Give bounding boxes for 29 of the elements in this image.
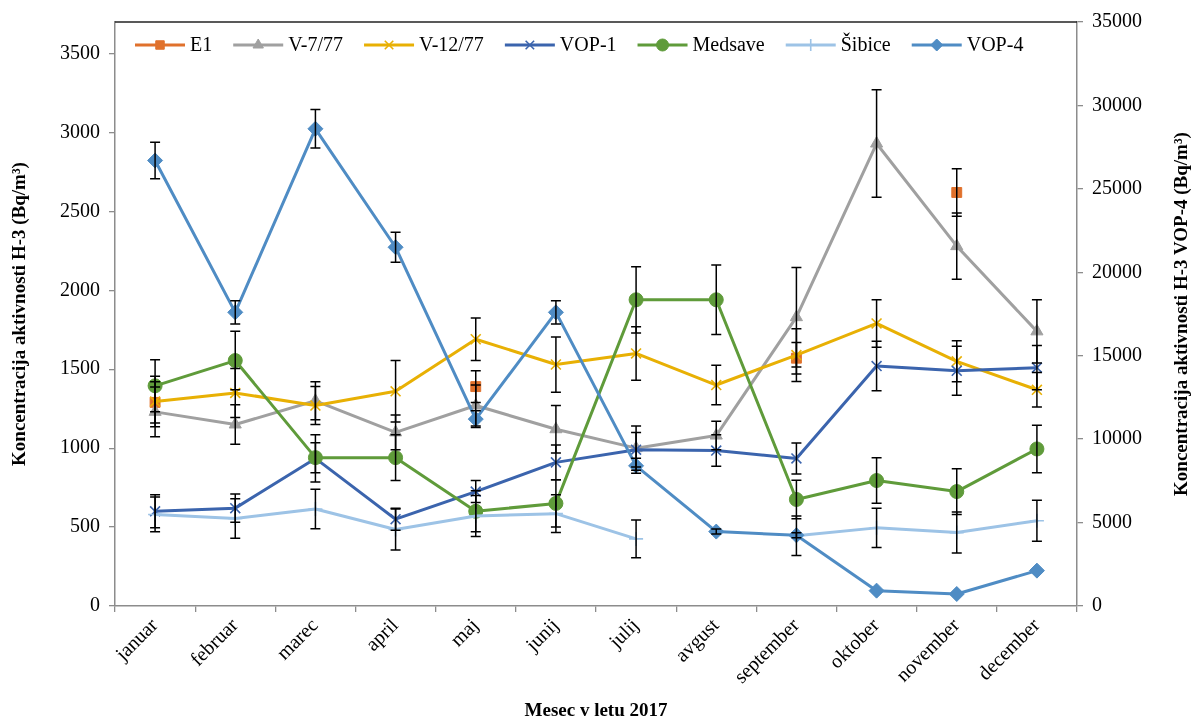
x-tick-label: maj xyxy=(445,613,483,651)
y2-tick-label: 5000 xyxy=(1092,509,1132,532)
legend-label: Medsave xyxy=(692,33,765,56)
legend-label: V-7/77 xyxy=(288,33,344,56)
legend-label: E1 xyxy=(190,33,213,56)
y-axis-title: Koncentracija aktivnosti H-3 (Bq/m³) xyxy=(7,162,30,466)
legend-label: V-12/77 xyxy=(419,33,484,56)
y2-tick-label: 20000 xyxy=(1092,259,1142,282)
y-tick-label: 3000 xyxy=(60,119,100,142)
y-tick-label: 3500 xyxy=(60,40,100,63)
y2-axis-title: Koncentracija aktivnosti H-3 VOP-4 (Bq/m³) xyxy=(1169,132,1192,496)
legend-label: Šibice xyxy=(840,32,891,56)
x-axis-title: Mesec v letu 2017 xyxy=(524,699,668,720)
x-tick-label: julij xyxy=(603,613,644,654)
legend-label: VOP-1 xyxy=(559,33,617,56)
legend-label: VOP-4 xyxy=(966,33,1024,56)
y2-tick-label: 25000 xyxy=(1092,176,1142,199)
y-tick-label: 1000 xyxy=(60,435,100,458)
x-tick-label: april xyxy=(360,613,404,656)
y-tick-label: 2500 xyxy=(60,198,100,221)
y2-tick-label: 15000 xyxy=(1092,342,1142,365)
y2-tick-label: 35000 xyxy=(1092,9,1142,32)
y-tick-label: 500 xyxy=(70,514,100,537)
y-tick-label: 1500 xyxy=(60,356,100,379)
y2-tick-label: 10000 xyxy=(1092,426,1142,449)
y-tick-label: 0 xyxy=(90,593,100,616)
y2-tick-label: 0 xyxy=(1092,593,1102,616)
y-tick-label: 2000 xyxy=(60,277,100,300)
y2-tick-label: 30000 xyxy=(1092,92,1142,115)
